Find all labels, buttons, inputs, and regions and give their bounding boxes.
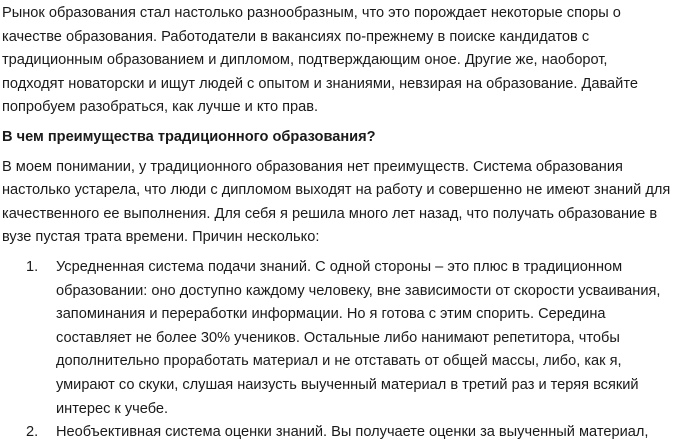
body-paragraph: В моем понимании, у традиционного образо… [2,156,700,250]
intro-paragraph: Рынок образования стал настолько разнооб… [2,2,700,120]
list-number: 1. [26,258,39,275]
text-line: вузе пустая трата времени. Причин нескол… [2,229,320,246]
section-heading: В чем преимущества традиционного образов… [2,128,376,145]
list-number: 2. [26,424,39,441]
text-line: В моем понимании, у традиционного образо… [2,158,623,175]
text-line: Рынок образования стал настолько разнооб… [2,5,621,21]
text-line: составляет не более 30% учеников. Осталь… [56,329,620,346]
text-line: традиционным образованием и дипломом, по… [2,52,608,69]
text-line: образовании: оно доступно каждому челове… [56,282,661,299]
text-line: подходят новаторски и ищут людей с опыто… [2,75,638,92]
text-line: Необъективная система оценки знаний. Вы … [56,424,649,441]
text-line: интерес к учебе. [56,400,169,417]
text-line: качестве образования. Работодатели в вак… [2,28,590,45]
numbered-list: 1. Усредненная система подачи знаний. С … [2,256,700,445]
text-line: дополнительно проработать материал и не … [56,353,622,370]
text-line: настолько устарела, что люди с дипломом … [2,182,671,199]
text-line: запоминания и переработки информации. Но… [56,306,606,323]
text-line: качественного ее выполнения. Для себя я … [2,205,658,222]
text-line: Усредненная система подачи знаний. С одн… [56,258,623,275]
list-item: 1. Усредненная система подачи знаний. С … [2,256,700,421]
text-line: умирают со скуки, слушая наизусть выучен… [56,376,639,393]
list-item: 2. Необъективная система оценки знаний. … [2,421,700,445]
text-line: попробуем разобраться, как лучше и кто п… [2,99,319,116]
